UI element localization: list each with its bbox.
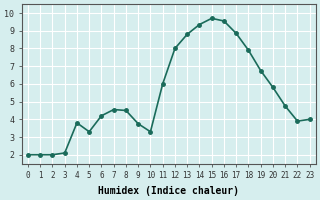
X-axis label: Humidex (Indice chaleur): Humidex (Indice chaleur) [98,186,239,196]
